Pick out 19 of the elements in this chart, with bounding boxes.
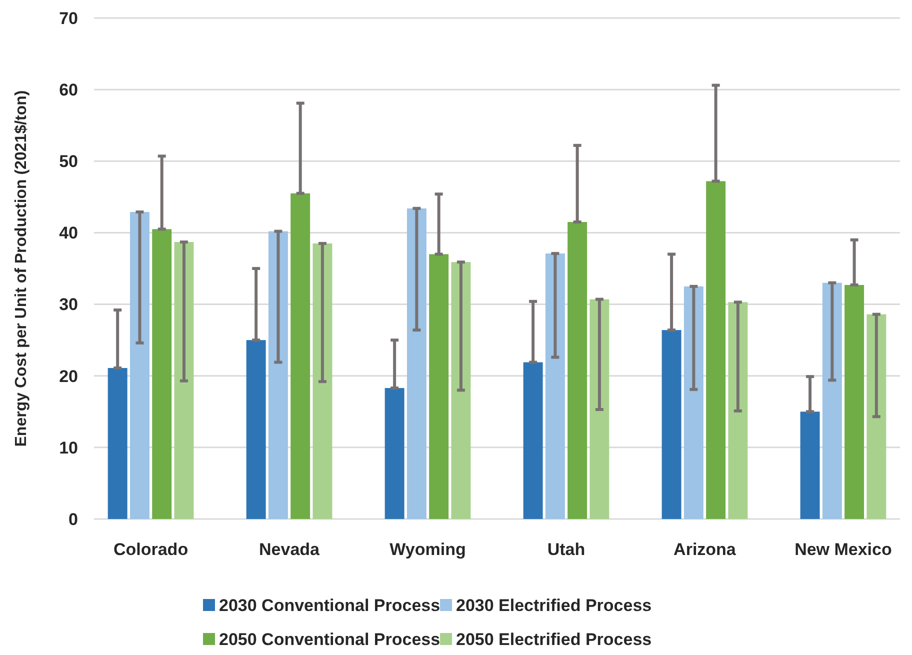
legend-label: 2030 Conventional Process xyxy=(219,596,440,615)
legend-label: 2050 Conventional Process xyxy=(219,630,440,649)
x-tick-label: Utah xyxy=(547,540,586,559)
y-tick-label: 60 xyxy=(59,80,78,100)
x-tick-label: Colorado xyxy=(113,540,188,559)
x-tick-label: Arizona xyxy=(674,540,736,559)
legend-label: 2050 Electrified Process xyxy=(456,630,652,649)
y-tick-label: 70 xyxy=(59,8,78,28)
y-tick-label: 10 xyxy=(59,438,78,458)
y-axis-title: Energy Cost per Unit of Production (2021$/ton) xyxy=(13,90,30,447)
legend-label: 2030 Electrified Process xyxy=(456,596,652,615)
y-tick-label: 40 xyxy=(59,224,78,243)
y-tick-label: 50 xyxy=(59,152,78,172)
y-tick-label: 20 xyxy=(59,366,78,386)
y-tick-label: 30 xyxy=(59,295,78,314)
x-tick-label: New Mexico xyxy=(794,540,892,559)
x-tick-label: Wyoming xyxy=(390,540,466,559)
y-tick-label: 0 xyxy=(68,510,78,529)
x-tick-label: Nevada xyxy=(259,540,320,559)
